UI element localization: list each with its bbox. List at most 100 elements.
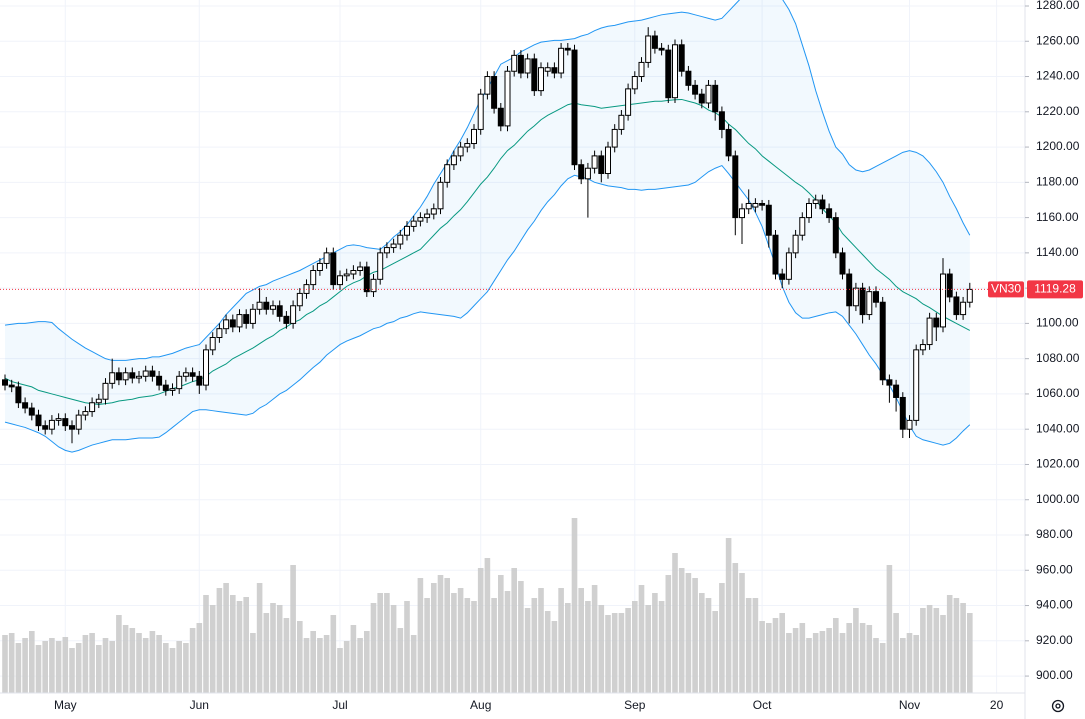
volume-bar (618, 613, 625, 693)
volume-bar (658, 601, 665, 693)
y-tick-label: 1140.00 (1036, 245, 1079, 259)
volume-bar (745, 598, 752, 693)
volume-bar (806, 638, 812, 693)
volume-bar (632, 601, 638, 693)
candle-body (631, 76, 638, 90)
y-tick-label: 960.00 (1036, 562, 1073, 576)
candle-body (625, 88, 632, 116)
volume-bar (819, 631, 826, 693)
volume-bar (913, 635, 919, 693)
candle-body (283, 315, 290, 324)
candle-body (337, 275, 343, 286)
y-tick-label: 1100.00 (1036, 316, 1079, 330)
candle-body (162, 384, 169, 391)
y-tick-label: 1200.00 (1036, 139, 1080, 153)
candle-body (350, 269, 357, 275)
candle-body (611, 128, 618, 148)
candle-body (826, 208, 833, 219)
candle-body (712, 84, 719, 113)
volume-bar (779, 613, 785, 693)
candle-body (819, 199, 826, 210)
volume-bar (953, 598, 960, 693)
candle-body (966, 288, 973, 303)
candle-body (450, 155, 457, 166)
candle-body (444, 164, 451, 183)
volume-bar (558, 588, 564, 693)
volume-bar (62, 637, 69, 693)
volume-bar (330, 615, 337, 693)
candle-body (176, 375, 183, 390)
volume-bar (839, 633, 846, 693)
volume-bar (163, 643, 169, 693)
candle-body (765, 204, 772, 236)
candle-body (296, 292, 303, 307)
volume-bar (437, 575, 444, 693)
candle-body (430, 208, 437, 215)
candle-body (792, 234, 799, 254)
volume-bar (471, 601, 477, 693)
candle-body (109, 372, 116, 384)
candle-body (926, 317, 933, 346)
volume-bar (504, 591, 511, 693)
volume-bar (457, 588, 464, 693)
volume-bar (531, 598, 538, 693)
y-tick-label: 900.00 (1036, 668, 1073, 682)
y-tick-label: 980.00 (1036, 527, 1073, 541)
volume-bar (538, 588, 544, 693)
volume-bar (591, 585, 598, 693)
volume-bar (799, 623, 806, 693)
volume-bar (477, 568, 484, 693)
volume-bar (283, 618, 290, 693)
series-name: VN30 (991, 282, 1021, 296)
candle-body (129, 372, 136, 379)
candle-body (236, 314, 243, 328)
candle-body (852, 287, 859, 307)
candle-body (759, 202, 766, 206)
candle-body (698, 93, 705, 104)
volume-bar (243, 597, 249, 693)
volume-bar (156, 635, 162, 693)
candle-body (149, 370, 156, 377)
candle-body (725, 128, 732, 157)
candle-body (410, 220, 417, 227)
y-tick-label: 940.00 (1036, 598, 1073, 612)
volume-bar (230, 595, 236, 693)
volume-bar (102, 638, 109, 693)
y-tick-label: 1240.00 (1036, 69, 1080, 83)
candle-body (718, 111, 725, 130)
candle-body (28, 407, 35, 416)
candle-body (437, 181, 444, 210)
volume-bar (370, 603, 377, 693)
volume-bar (410, 635, 417, 693)
candle-body (115, 372, 122, 381)
volume-bar (176, 641, 182, 693)
candle-body (953, 296, 960, 316)
candle-body (464, 143, 471, 148)
candle-body (484, 76, 491, 95)
volume-bar (343, 641, 350, 693)
volume-bar (893, 613, 899, 693)
candle-body (873, 291, 879, 303)
volume-bar (571, 518, 578, 693)
candle-body (457, 146, 464, 157)
volume-bar (812, 633, 819, 693)
candle-body (471, 128, 477, 145)
candle-body (216, 328, 223, 339)
candle-body (906, 419, 913, 430)
x-tick-label: Oct (753, 698, 772, 712)
candle-body (752, 202, 759, 208)
candle-body (316, 262, 323, 271)
candle-body (879, 301, 886, 381)
volume-bar (859, 623, 866, 693)
volume-bar (444, 578, 450, 693)
volume-bar (116, 615, 122, 693)
volume-bar (879, 643, 886, 693)
candle-body (745, 202, 752, 210)
volume-bar (323, 635, 330, 693)
candle-body (169, 388, 176, 391)
volume-bar (598, 605, 605, 693)
candle-body (839, 252, 846, 275)
settings-icon[interactable] (1051, 699, 1065, 713)
